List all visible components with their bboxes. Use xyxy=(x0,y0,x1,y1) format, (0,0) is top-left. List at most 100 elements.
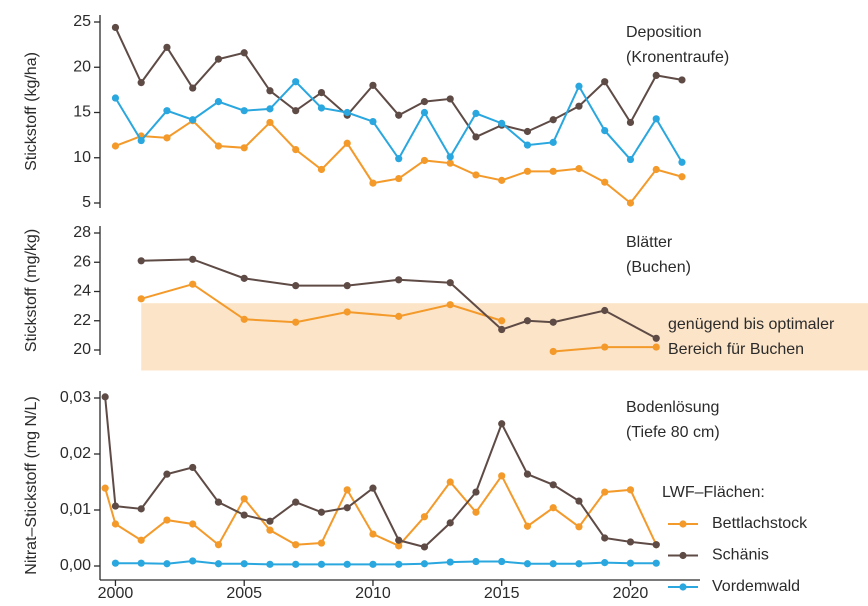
data-point xyxy=(214,498,223,506)
data-point xyxy=(163,516,171,524)
data-point xyxy=(214,55,223,63)
data-point xyxy=(266,560,274,568)
data-point xyxy=(446,159,454,167)
data-point xyxy=(137,295,145,303)
data-point xyxy=(111,142,120,150)
data-point xyxy=(343,308,351,316)
data-point xyxy=(111,23,120,32)
data-point xyxy=(472,557,480,566)
data-point xyxy=(240,49,248,57)
series-line xyxy=(141,258,657,340)
data-point xyxy=(240,511,248,519)
data-point xyxy=(395,542,403,550)
y-tick-label: 26 xyxy=(73,253,91,270)
data-point xyxy=(498,557,506,566)
data-point xyxy=(420,98,429,106)
data-point xyxy=(240,315,248,323)
data-point xyxy=(601,559,609,567)
y-tick-label: 0,02 xyxy=(60,445,91,462)
x-tick-label: 2005 xyxy=(226,585,262,602)
data-point xyxy=(601,534,609,542)
data-point xyxy=(214,98,223,106)
data-point xyxy=(549,504,557,512)
data-point xyxy=(292,498,300,506)
legend-dot xyxy=(679,551,687,560)
panel-subtitle: (Kronentraufe) xyxy=(626,49,729,66)
data-point xyxy=(575,523,583,531)
data-point xyxy=(266,526,274,534)
data-point xyxy=(317,508,326,516)
data-point xyxy=(395,155,403,163)
data-point xyxy=(189,116,197,124)
data-point xyxy=(369,81,377,89)
data-point xyxy=(240,495,248,503)
y-tick-label: 20 xyxy=(73,58,91,75)
data-point xyxy=(472,508,480,516)
y-axis-title: Nitrat–Stickstoff (mg N/L) xyxy=(23,396,40,574)
y-tick-label: 24 xyxy=(73,283,91,300)
data-point xyxy=(446,279,454,287)
data-point xyxy=(395,174,403,183)
panel-title: Blätter xyxy=(626,234,673,251)
data-point xyxy=(446,478,454,486)
data-point xyxy=(317,539,326,547)
panel-title: Bodenlösung xyxy=(626,399,719,416)
data-point xyxy=(652,115,660,123)
data-point xyxy=(549,138,557,146)
data-point xyxy=(266,118,274,127)
y-tick-label: 25 xyxy=(73,13,91,30)
data-point xyxy=(214,142,223,150)
data-point xyxy=(420,156,429,165)
data-point xyxy=(163,470,171,478)
data-point xyxy=(420,543,429,551)
data-point xyxy=(214,541,223,549)
data-point xyxy=(446,153,454,161)
data-point xyxy=(678,173,686,181)
data-point xyxy=(163,134,171,142)
data-point xyxy=(101,393,109,401)
data-point xyxy=(498,325,506,334)
data-point xyxy=(601,78,609,86)
data-point xyxy=(240,274,248,282)
data-point xyxy=(575,82,583,90)
data-point xyxy=(472,171,480,179)
data-point xyxy=(575,560,583,568)
data-point xyxy=(101,484,109,492)
data-point xyxy=(523,127,532,136)
y-tick-label: 28 xyxy=(73,224,91,241)
x-tick-label: 2000 xyxy=(98,585,134,602)
series-line xyxy=(114,80,683,163)
data-point xyxy=(343,504,351,512)
data-point xyxy=(523,167,532,175)
data-point xyxy=(420,108,429,117)
data-point xyxy=(498,420,506,428)
data-point xyxy=(678,76,686,84)
data-point xyxy=(446,301,454,309)
data-point xyxy=(523,141,532,149)
data-point xyxy=(498,472,506,480)
data-point xyxy=(292,107,300,115)
panel-subtitle: (Tiefe 80 cm) xyxy=(626,424,720,441)
data-point xyxy=(111,520,120,528)
data-point xyxy=(523,522,532,530)
data-point xyxy=(189,463,197,472)
data-point xyxy=(292,146,300,154)
data-point xyxy=(240,560,248,568)
data-point xyxy=(652,559,660,567)
data-point xyxy=(626,559,635,567)
data-point xyxy=(498,176,506,184)
data-point xyxy=(575,165,583,173)
data-point xyxy=(343,282,351,290)
data-point xyxy=(343,139,351,147)
data-point xyxy=(549,347,557,356)
band-label: Bereich für Buchen xyxy=(668,341,804,358)
data-point xyxy=(163,107,171,115)
data-point xyxy=(523,317,532,325)
y-axis-title: Stickstoff (kg/ha) xyxy=(23,52,40,171)
series-line xyxy=(104,396,657,549)
data-point xyxy=(189,520,197,528)
data-point xyxy=(137,505,145,513)
data-point xyxy=(420,560,429,568)
data-point xyxy=(498,119,506,127)
